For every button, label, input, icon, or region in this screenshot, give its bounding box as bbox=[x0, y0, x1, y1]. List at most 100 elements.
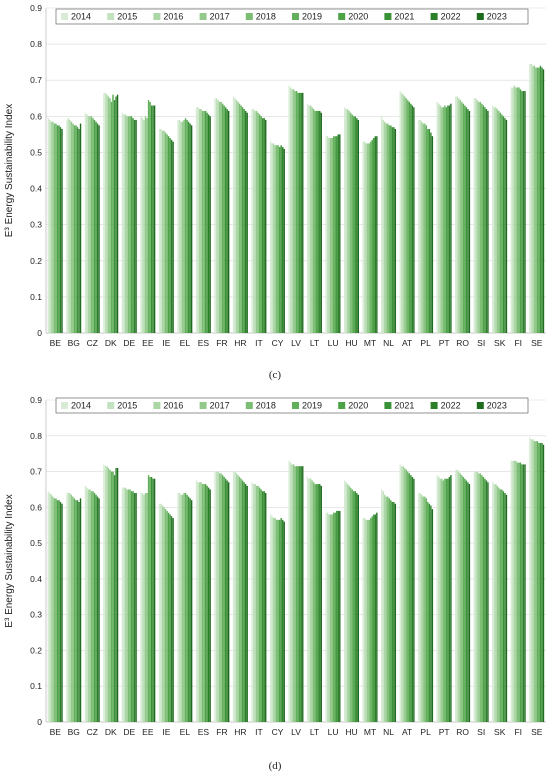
bar-FI-2021 bbox=[521, 91, 523, 333]
bar-CZ-2019 bbox=[92, 491, 94, 722]
bar-PL-2020 bbox=[427, 501, 429, 722]
bar-FI-2017 bbox=[515, 460, 517, 722]
bar-DK-2018 bbox=[109, 469, 111, 722]
bar-SI-2019 bbox=[481, 103, 483, 333]
bar-FI-2014 bbox=[510, 87, 512, 333]
bar-RO-2022 bbox=[467, 482, 469, 722]
bar-BE-2020 bbox=[56, 500, 59, 722]
bar-DE-2017 bbox=[126, 489, 128, 722]
bar-FI-2015 bbox=[512, 460, 514, 722]
y-tick-label: 0.5 bbox=[30, 538, 42, 548]
bar-SK-2019 bbox=[499, 112, 502, 333]
y-tick-label: 0.6 bbox=[30, 502, 42, 512]
x-tick-label: MT bbox=[364, 727, 376, 737]
bar-DE-2020 bbox=[130, 491, 133, 722]
legend-swatch-2014 bbox=[61, 13, 68, 20]
bar-FI-2020 bbox=[519, 89, 522, 333]
bar-HR-2015 bbox=[234, 471, 236, 722]
bar-EL-2014 bbox=[177, 119, 179, 333]
bar-NL-2015 bbox=[382, 119, 384, 333]
bar-BE-2023 bbox=[61, 503, 63, 722]
bar-NL-2015 bbox=[382, 491, 384, 722]
bar-SE-2021 bbox=[539, 442, 542, 722]
bar-LT-2019 bbox=[314, 484, 316, 722]
bar-FI-2022 bbox=[522, 91, 525, 333]
bar-SK-2018 bbox=[498, 110, 500, 334]
bar-FR-2014 bbox=[214, 98, 216, 334]
bar-FI-2018 bbox=[516, 87, 519, 333]
bar-BE-2022 bbox=[59, 501, 62, 722]
x-tick-label: FR bbox=[216, 727, 227, 737]
bar-BG-2019 bbox=[73, 125, 76, 333]
bar-IE-2017 bbox=[163, 507, 165, 722]
bar-SK-2023 bbox=[505, 119, 508, 333]
bar-MT-2021 bbox=[373, 138, 375, 333]
x-tick-label: CZ bbox=[87, 338, 98, 348]
bar-FR-2015 bbox=[215, 471, 218, 722]
bar-ES-2015 bbox=[197, 482, 199, 722]
bar-IE-2018 bbox=[164, 509, 167, 722]
bar-DE-2017 bbox=[126, 116, 128, 333]
bar-IE-2023 bbox=[172, 141, 174, 333]
x-tick-label: PT bbox=[439, 727, 450, 737]
bar-DK-2014 bbox=[103, 464, 105, 722]
bar-SE-2018 bbox=[535, 67, 537, 333]
bar-MT-2017 bbox=[367, 143, 369, 333]
bar-LT-2018 bbox=[313, 482, 315, 722]
bar-EE-2014 bbox=[140, 493, 142, 722]
bar-SI-2016 bbox=[476, 100, 478, 333]
bar-HR-2014 bbox=[232, 471, 235, 722]
bar-PT-2021 bbox=[447, 478, 449, 722]
bar-RO-2020 bbox=[464, 105, 466, 333]
bar-EL-2022 bbox=[189, 123, 191, 333]
x-tick-label: BE bbox=[50, 727, 62, 737]
bar-RO-2016 bbox=[458, 471, 460, 722]
bar-ES-2022 bbox=[207, 114, 210, 334]
bar-PT-2014 bbox=[436, 101, 438, 333]
bar-SE-2017 bbox=[533, 65, 536, 334]
x-tick-label: IT bbox=[255, 727, 263, 737]
bar-LV-2015 bbox=[289, 462, 292, 722]
bar-LT-2018 bbox=[313, 109, 315, 333]
bar-EL-2016 bbox=[180, 494, 182, 722]
bar-LT-2021 bbox=[317, 484, 319, 722]
bar-LU-2018 bbox=[331, 514, 333, 722]
x-tick-label: SE bbox=[531, 727, 543, 737]
bar-RO-2021 bbox=[465, 480, 468, 722]
y-tick-label: 0.8 bbox=[30, 431, 42, 441]
bar-PL-2023 bbox=[431, 509, 434, 722]
bar-AT-2016 bbox=[402, 94, 404, 334]
bar-RO-2018 bbox=[461, 475, 463, 722]
bar-IT-2023 bbox=[265, 493, 267, 722]
bar-BG-2014 bbox=[66, 119, 68, 333]
bar-EE-2020 bbox=[149, 476, 151, 722]
bar-IT-2016 bbox=[254, 484, 256, 722]
bar-SI-2021 bbox=[484, 478, 486, 722]
bar-HU-2016 bbox=[347, 109, 349, 333]
bar-IE-2014 bbox=[158, 128, 161, 333]
legend-label: 2017 bbox=[210, 401, 230, 411]
x-tick-label: IE bbox=[162, 727, 170, 737]
bar-PL-2017 bbox=[422, 496, 424, 722]
bar-PT-2014 bbox=[436, 475, 438, 722]
bar-EL-2021 bbox=[187, 121, 190, 333]
x-tick-label: LT bbox=[310, 727, 319, 737]
bar-AT-2021 bbox=[410, 475, 412, 722]
bar-FR-2019 bbox=[221, 103, 224, 333]
bar-PT-2023 bbox=[450, 103, 452, 333]
x-tick-label: SI bbox=[477, 338, 485, 348]
bar-LU-2014 bbox=[325, 512, 327, 722]
x-tick-label: LV bbox=[291, 338, 301, 348]
bar-AT-2022 bbox=[411, 105, 414, 333]
bar-SK-2021 bbox=[502, 491, 505, 722]
bar-LU-2016 bbox=[328, 138, 330, 333]
bar-NL-2014 bbox=[381, 116, 383, 333]
bar-BE-2016 bbox=[50, 121, 53, 333]
legend-swatch-2023 bbox=[476, 402, 484, 409]
bar-HU-2017 bbox=[348, 110, 350, 334]
bar-HU-2021 bbox=[354, 491, 356, 722]
bar-BG-2021 bbox=[76, 500, 79, 722]
bar-FI-2019 bbox=[518, 462, 520, 722]
bar-CZ-2016 bbox=[87, 116, 90, 333]
bar-MT-2018 bbox=[368, 143, 370, 333]
